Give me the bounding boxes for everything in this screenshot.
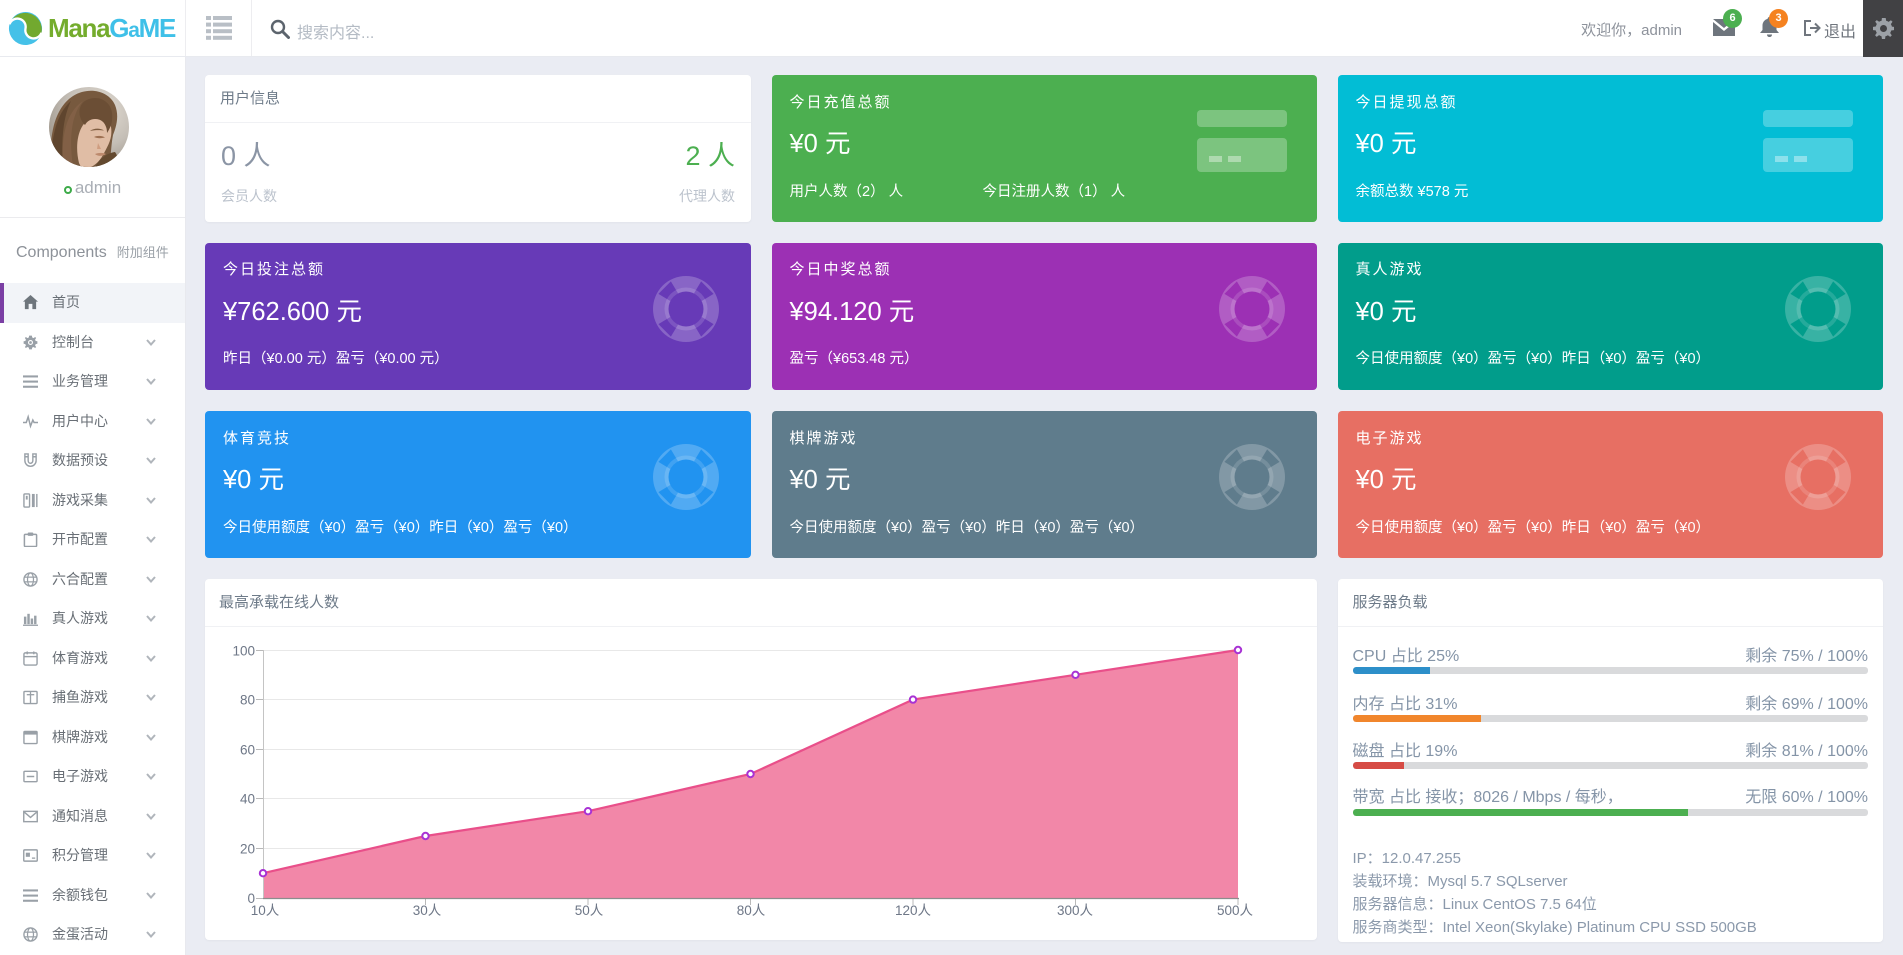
svg-text:50人: 50人: [575, 903, 604, 918]
svg-text:40: 40: [240, 792, 255, 807]
svg-text:300人: 300人: [1057, 903, 1094, 918]
svg-text:500人: 500人: [1217, 903, 1254, 918]
svg-text:100: 100: [232, 644, 255, 659]
svg-text:30人: 30人: [413, 903, 442, 918]
svg-text:20: 20: [240, 842, 255, 857]
svg-text:0: 0: [247, 891, 255, 906]
svg-text:80人: 80人: [737, 903, 766, 918]
svg-text:80: 80: [240, 693, 255, 708]
svg-text:60: 60: [240, 743, 255, 758]
svg-text:10人: 10人: [251, 903, 280, 918]
svg-text:120人: 120人: [895, 903, 932, 918]
